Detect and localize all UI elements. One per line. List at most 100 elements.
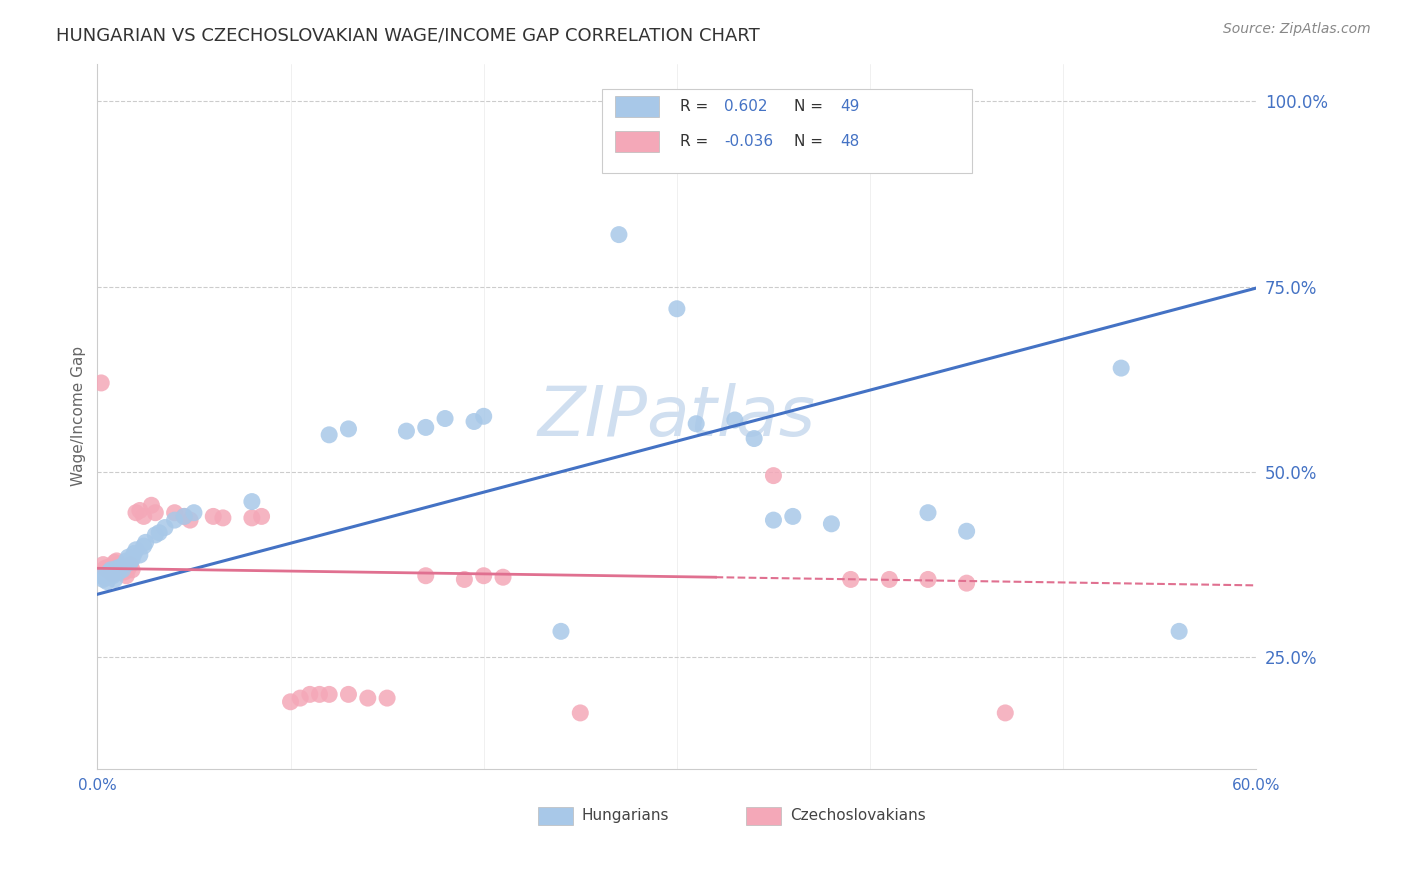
Point: [115, 554, 138, 568]
Point: [96, 567, 118, 582]
Point: [337, 422, 360, 436]
Point: [1109, 361, 1132, 376]
Point: [101, 568, 124, 582]
Point: [665, 301, 688, 316]
Text: R =: R =: [681, 134, 713, 149]
Point: [453, 573, 475, 587]
Text: Hungarians: Hungarians: [582, 808, 669, 823]
Point: [100, 563, 122, 577]
Point: [607, 227, 630, 242]
Point: [143, 528, 166, 542]
Point: [104, 555, 127, 569]
Point: [120, 555, 142, 569]
Text: R =: R =: [681, 99, 713, 114]
Text: 48: 48: [841, 134, 859, 149]
Point: [163, 513, 186, 527]
Point: [250, 509, 273, 524]
Point: [280, 695, 302, 709]
Point: [100, 565, 122, 579]
Point: [112, 565, 135, 579]
Bar: [747, 806, 782, 825]
Point: [110, 559, 132, 574]
Point: [956, 524, 979, 539]
Point: [917, 573, 939, 587]
Point: [318, 427, 340, 442]
Point: [550, 624, 572, 639]
Point: [415, 420, 437, 434]
Point: [318, 687, 340, 701]
Point: [395, 424, 418, 438]
Point: [128, 503, 150, 517]
Point: [357, 691, 380, 706]
Point: [472, 409, 495, 424]
Point: [91, 573, 114, 587]
Point: [96, 563, 118, 577]
Point: [173, 509, 195, 524]
Text: -0.036: -0.036: [724, 134, 773, 149]
Point: [90, 376, 112, 390]
Point: [120, 558, 142, 572]
Point: [122, 546, 145, 560]
Point: [148, 525, 170, 540]
Point: [153, 520, 176, 534]
Point: [240, 511, 263, 525]
Text: N =: N =: [794, 99, 828, 114]
Point: [782, 509, 804, 524]
Point: [111, 559, 134, 574]
Point: [742, 432, 765, 446]
Point: [569, 706, 592, 720]
Point: [724, 413, 747, 427]
Point: [135, 535, 157, 549]
Bar: [616, 131, 659, 153]
Point: [117, 561, 139, 575]
Text: HUNGARIAN VS CZECHOSLOVAKIAN WAGE/INCOME GAP CORRELATION CHART: HUNGARIAN VS CZECHOSLOVAKIAN WAGE/INCOME…: [56, 27, 761, 45]
Point: [125, 506, 148, 520]
Point: [90, 568, 112, 582]
Point: [820, 516, 842, 531]
Point: [492, 570, 515, 584]
Point: [472, 568, 495, 582]
Point: [173, 509, 195, 524]
Bar: [616, 95, 659, 117]
Point: [132, 539, 155, 553]
Point: [117, 550, 139, 565]
Point: [121, 552, 143, 566]
Text: 49: 49: [841, 99, 859, 114]
Point: [121, 563, 143, 577]
Point: [337, 687, 360, 701]
Text: Source: ZipAtlas.com: Source: ZipAtlas.com: [1223, 22, 1371, 37]
Point: [240, 494, 263, 508]
Point: [308, 687, 330, 701]
Point: [105, 554, 128, 568]
Point: [434, 411, 457, 425]
Point: [94, 570, 117, 584]
Point: [107, 558, 129, 572]
Point: [97, 565, 120, 579]
Point: [839, 573, 862, 587]
Point: [298, 687, 321, 701]
Point: [212, 511, 235, 525]
Point: [762, 513, 785, 527]
Point: [375, 691, 398, 706]
Point: [179, 513, 201, 527]
Point: [143, 506, 166, 520]
Point: [415, 568, 437, 582]
Point: [202, 509, 225, 524]
Text: N =: N =: [794, 134, 828, 149]
Point: [685, 417, 707, 431]
Point: [994, 706, 1017, 720]
Y-axis label: Wage/Income Gap: Wage/Income Gap: [72, 346, 86, 486]
Point: [115, 568, 138, 582]
Point: [163, 506, 186, 520]
Point: [96, 574, 118, 589]
Point: [101, 567, 124, 582]
Point: [104, 573, 127, 587]
Point: [879, 573, 901, 587]
Point: [463, 415, 485, 429]
Point: [110, 563, 132, 577]
Point: [956, 576, 979, 591]
Point: [105, 561, 128, 575]
Point: [112, 558, 135, 572]
Text: Czechoslovakians: Czechoslovakians: [790, 808, 927, 823]
Point: [1168, 624, 1191, 639]
